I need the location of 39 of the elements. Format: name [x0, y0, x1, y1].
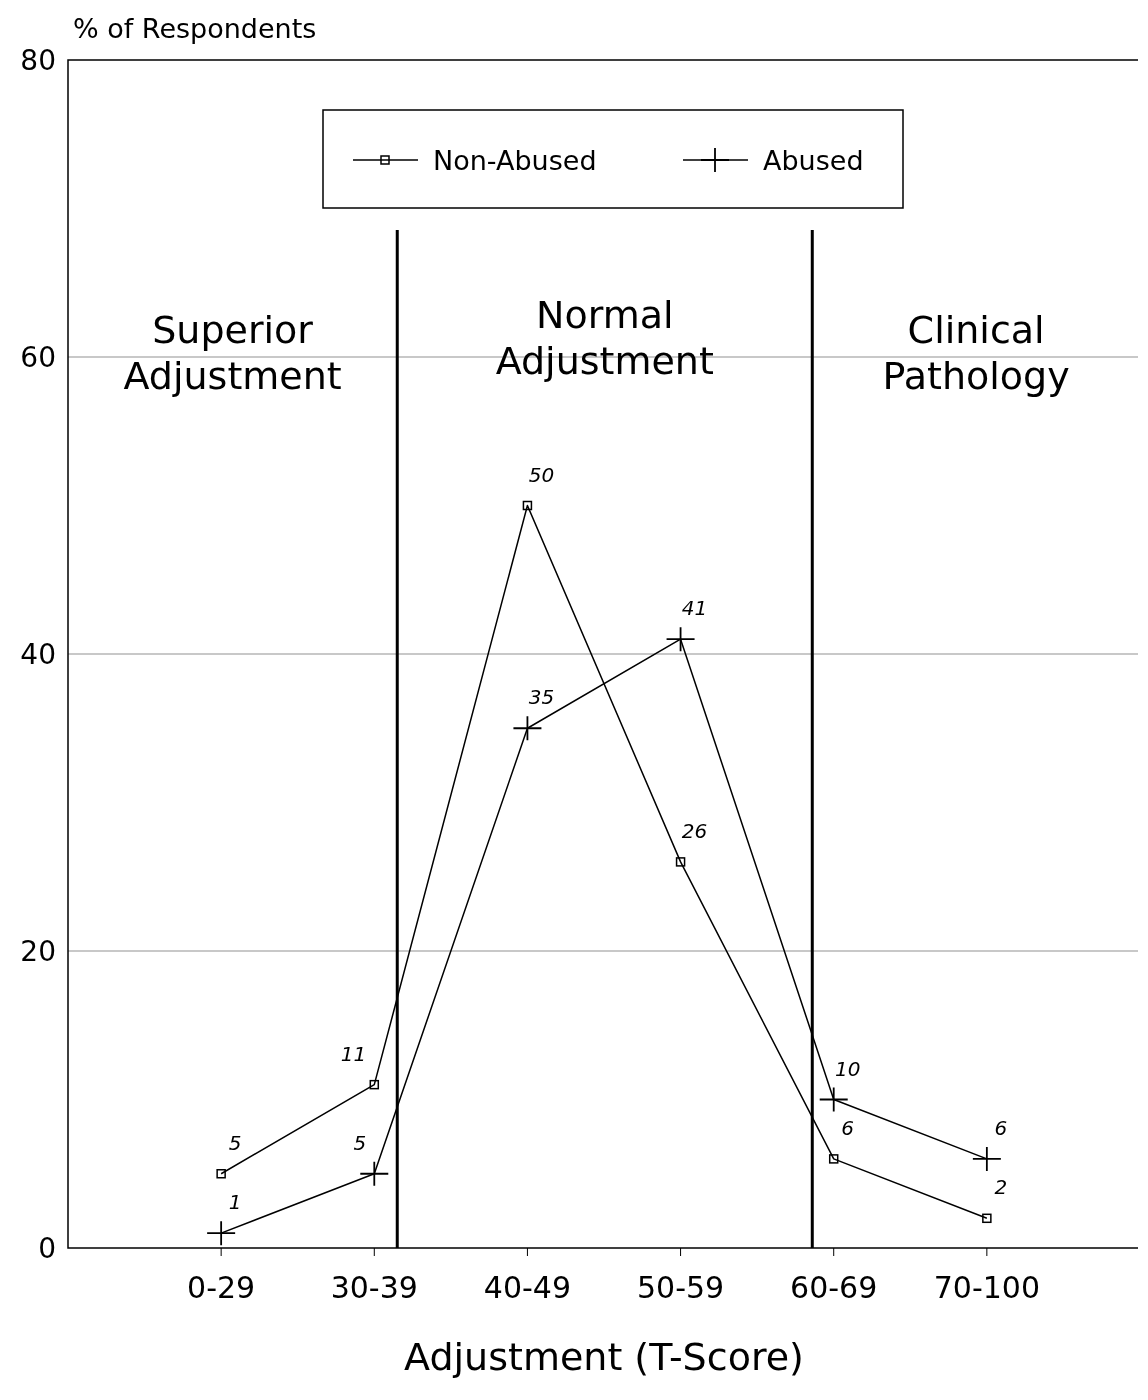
data-label: 50	[528, 462, 555, 487]
point	[828, 1154, 839, 1164]
data-label: 41	[681, 596, 708, 621]
annotation: Clinical Pathology	[882, 308, 1070, 398]
data-label: 2	[994, 1175, 1008, 1200]
data-label: 5	[228, 1130, 242, 1155]
data-label: 35	[528, 685, 555, 710]
annotation: Superior Adjustment	[123, 308, 342, 398]
legend-label: Non-Abused	[433, 145, 597, 176]
y-tick-label: 20	[20, 935, 56, 968]
point	[982, 1213, 992, 1224]
data-label: 1	[228, 1190, 242, 1215]
data-label: 6	[994, 1115, 1008, 1140]
data-label: 5	[353, 1130, 367, 1155]
point	[522, 500, 533, 511]
point	[216, 1169, 226, 1179]
x-tick-label: 50-59	[636, 1270, 725, 1305]
data-label: 10	[834, 1056, 861, 1081]
data-label: 26	[681, 818, 708, 843]
data-label: 11	[340, 1041, 367, 1066]
x-tick-label: 30-39	[330, 1270, 418, 1305]
x-tick-label: 0-29	[187, 1270, 256, 1305]
x-axis-title: Adjustment (T-Score)	[404, 1335, 804, 1379]
y-tick-label: 0	[38, 1232, 56, 1265]
y-tick-label: 80	[20, 44, 56, 77]
point	[360, 1161, 389, 1186]
y-axis-title: % of Respondents	[73, 13, 317, 44]
data-label: 6	[841, 1115, 855, 1140]
point	[369, 1079, 380, 1090]
annotation: Normal Adjustment	[495, 293, 714, 383]
point	[972, 1146, 1001, 1171]
y-tick-label: 60	[20, 341, 56, 374]
point	[207, 1221, 236, 1246]
x-tick-label: 70-100	[933, 1270, 1040, 1305]
point	[675, 857, 686, 867]
legend-label: Abused	[763, 145, 864, 176]
y-tick-label: 40	[20, 638, 56, 671]
x-tick-label: 40-49	[483, 1270, 572, 1305]
x-tick-label: 60-69	[790, 1270, 878, 1305]
